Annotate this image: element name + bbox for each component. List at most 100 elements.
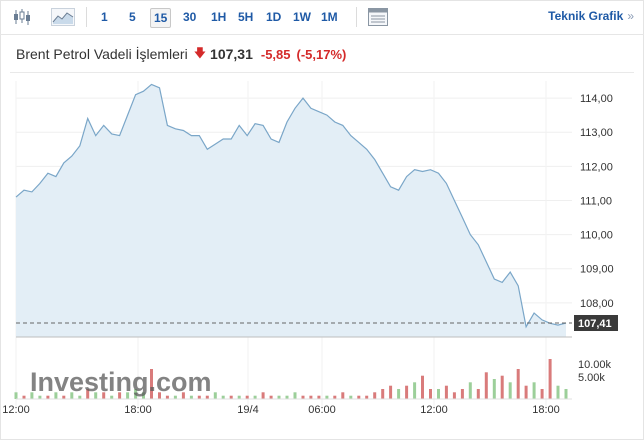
volume-bar [213, 392, 217, 399]
teknik-grafik-link[interactable]: Teknik Grafik» [548, 9, 634, 23]
volume-bar [301, 395, 305, 399]
candlestick-icon[interactable] [10, 6, 34, 28]
volume-bar [516, 369, 520, 399]
volume-bar [277, 395, 281, 399]
chart-toolbar: 1 5 15 30 1H 5H 1D 1W 1M Teknik Grafik» [0, 0, 644, 35]
volume-bar [30, 392, 34, 399]
volume-bar [500, 375, 504, 399]
volume-bar [173, 395, 177, 399]
volume-bar [102, 392, 106, 399]
volume-bar [341, 392, 345, 399]
volume-bar [476, 389, 480, 399]
volume-bar [540, 389, 544, 399]
volume-bar [437, 389, 440, 399]
volume-bar [357, 395, 361, 399]
instrument-name: Brent Petrol Vadeli İşlemleri [16, 46, 188, 62]
volume-bar [189, 395, 193, 399]
period-5[interactable]: 5 [129, 10, 136, 24]
volume-bar [484, 372, 488, 399]
volume-bar [22, 395, 26, 399]
volume-bar [134, 389, 138, 399]
y-tick-label: 110,00 [580, 230, 613, 242]
last-value-badge [574, 315, 618, 332]
y-tick-label: 111,00 [580, 195, 612, 207]
y-tick-label: 108,00 [580, 298, 614, 310]
period-30[interactable]: 30 [183, 10, 197, 24]
volume-bar [229, 395, 233, 399]
volume-bar [452, 392, 456, 399]
y-tick-label: 114,00 [580, 93, 613, 105]
volume-bar [110, 395, 114, 399]
table-icon[interactable] [366, 6, 390, 28]
volume-bar [94, 392, 98, 399]
volume-tick-label: 10.00k [578, 359, 612, 371]
volume-bar [508, 382, 512, 399]
price-area [16, 84, 566, 338]
volume-bar [221, 395, 225, 399]
area-chart-icon[interactable] [50, 6, 76, 28]
volume-bar [245, 395, 249, 399]
volume-bar [197, 395, 201, 399]
volume-bar [158, 392, 161, 399]
volume-bar [237, 395, 241, 399]
x-tick-label: 12:00 [2, 404, 30, 416]
y-tick-label: 112,00 [580, 161, 613, 173]
volume-bar [333, 395, 337, 399]
period-15[interactable]: 15 [150, 8, 172, 28]
x-tick-label: 18:00 [124, 404, 152, 416]
volume-bar [556, 385, 560, 399]
x-tick-label: 18:00 [532, 404, 560, 416]
volume-bar [253, 395, 257, 399]
volume-bar [150, 369, 153, 399]
volume-bar [309, 395, 313, 399]
volume-bar [524, 385, 528, 399]
volume-bar [405, 385, 409, 399]
period-1w[interactable]: 1W [293, 10, 311, 24]
volume-bar [86, 389, 90, 399]
volume-bar [548, 359, 552, 399]
volume-bar [165, 395, 169, 399]
volume-bar [70, 392, 74, 399]
instrument-header: Brent Petrol Vadeli İşlemleri 🡇 107,31 -… [16, 44, 346, 64]
teknik-grafik-label: Teknik Grafik [548, 9, 624, 23]
volume-bar [293, 392, 297, 399]
last-value-label: 107,41 [578, 318, 612, 330]
price-change-percent: (-5,17%) [296, 46, 347, 62]
volume-bar [317, 395, 321, 399]
volume-bar [397, 389, 401, 399]
period-1m[interactable]: 1M [321, 10, 338, 24]
x-tick-label: 19/4 [237, 404, 258, 416]
volume-bar [381, 389, 385, 399]
volume-bar [429, 389, 432, 399]
volume-bar [205, 395, 209, 399]
period-1h[interactable]: 1H [211, 10, 227, 24]
volume-bar [142, 392, 145, 399]
volume-bar [62, 395, 66, 399]
period-1d[interactable]: 1D [266, 10, 282, 24]
volume-bar [118, 392, 122, 399]
period-5h[interactable]: 5H [238, 10, 254, 24]
volume-bar [492, 379, 496, 399]
volume-bar [54, 392, 58, 399]
volume-bar [460, 389, 464, 399]
toolbar-separator [86, 7, 87, 27]
investing-watermark: Investing.com [30, 367, 212, 397]
price-line [15, 83, 567, 329]
volume-bar [38, 395, 42, 399]
x-tick-label: 06:00 [308, 404, 336, 416]
volume-bar [413, 382, 417, 399]
down-arrow-icon: 🡇 [193, 45, 207, 60]
volume-bar [349, 395, 353, 399]
x-tick-label: 12:00 [420, 404, 448, 416]
volume-bar [14, 392, 18, 399]
volume-bar [78, 395, 82, 399]
volume-bar [365, 395, 369, 399]
toolbar-separator [356, 7, 357, 27]
price-chart[interactable]: 114,00 113,00 112,00 111,00 110,00 109,00 108,… [0, 73, 644, 433]
period-1[interactable]: 1 [101, 10, 108, 24]
volume-bar [269, 395, 273, 399]
volume-bar [421, 375, 424, 399]
y-tick-label: 109,00 [580, 264, 614, 276]
volume-bar [389, 385, 393, 399]
volume-bar [373, 392, 377, 399]
